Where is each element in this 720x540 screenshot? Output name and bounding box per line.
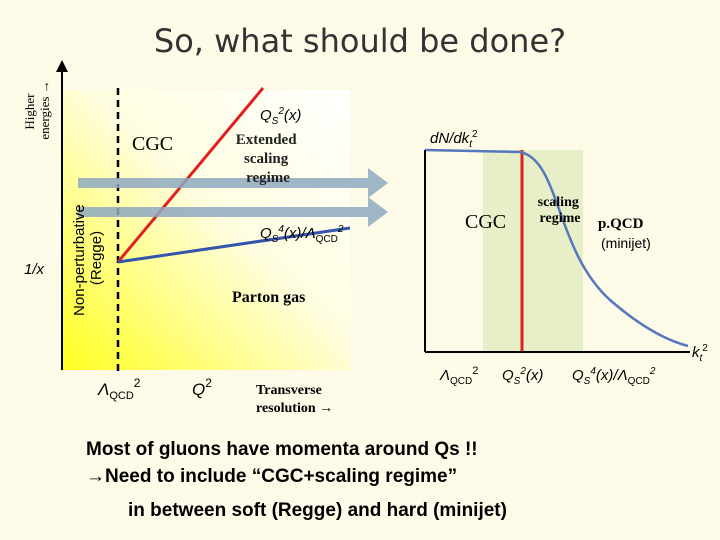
sub: S [584, 376, 591, 387]
part: k [692, 344, 701, 361]
q2-label: Q2 [192, 376, 212, 399]
sub: t [469, 139, 473, 150]
qs4-label: QS4(x)/ΛQCD2 [260, 224, 344, 245]
sup: 2 [205, 376, 212, 390]
sup: 2 [337, 224, 344, 235]
energy-label: Higher energies → [22, 80, 52, 139]
sup: 2 [472, 129, 478, 140]
x-label: kt2 [692, 343, 708, 364]
label-line: regime [540, 211, 581, 226]
part: Q [502, 367, 514, 384]
qs2-label: QS2(x) [502, 366, 543, 387]
sup: 2 [702, 343, 708, 354]
big-arrow [78, 197, 388, 227]
scaling-label: scaling regime [538, 195, 583, 226]
qs4-label: QS4(x)/ΛQCD2 [572, 366, 656, 387]
cgc-label: CGC [132, 133, 173, 155]
label-line: scaling [244, 151, 289, 167]
scaling-band [483, 150, 583, 352]
label-line: regime [246, 170, 290, 186]
sub: QCD [109, 390, 134, 402]
part: (x) [284, 107, 302, 124]
part: Λ [439, 367, 450, 384]
qs2-label: QS2(x) [260, 106, 301, 127]
y-label: dN/dkt2 [430, 129, 478, 150]
part: Q [192, 380, 205, 399]
label-line: Non-perturbative [71, 204, 88, 316]
inv-x-label: 1/x [24, 261, 45, 278]
note-line: in between soft (Regge) and hard (minije… [128, 500, 507, 521]
part: dN/dk [430, 130, 471, 147]
parton-gas-label: Parton gas [232, 289, 305, 306]
sup: 4 [590, 366, 596, 377]
sub: S [272, 116, 279, 127]
lambda-label: ΛQCD2 [97, 376, 141, 402]
spectrum-curve [424, 148, 689, 348]
part: (x)/Λ [284, 225, 316, 242]
sub: S [514, 376, 521, 387]
label-line: Transverse [256, 383, 322, 398]
sub: QCD [628, 376, 650, 387]
part: (x)/Λ [596, 367, 628, 384]
pqcd-label: p.QCD [598, 216, 644, 232]
phase-area [62, 90, 350, 370]
label-line: Higher [22, 93, 37, 130]
sub: QCD [316, 234, 338, 245]
label-line: Extended [236, 132, 298, 148]
label-line: (Regge) [88, 231, 105, 285]
part: Q [572, 367, 584, 384]
extended-label: Extended scaling regime [236, 132, 301, 186]
saturation-line [116, 87, 265, 263]
big-arrow [78, 168, 388, 198]
sub: QCD [450, 376, 472, 387]
sup: 2 [134, 376, 141, 390]
sub: S [272, 234, 279, 245]
cgc-label: CGC [465, 211, 506, 233]
part: Λ [97, 380, 109, 399]
sup: 4 [278, 224, 284, 235]
label-line: resolution → [256, 401, 333, 416]
part: Q [260, 107, 272, 124]
label-line: energies → [37, 80, 52, 139]
transverse-label: Transverse resolution → [256, 383, 333, 416]
part: (x) [526, 367, 544, 384]
axis-arrowhead [56, 60, 68, 72]
lambda-label: ΛQCD2 [439, 365, 478, 387]
sup: 2 [519, 366, 526, 377]
note-line: Most of gluons have momenta around Qs !! [86, 439, 478, 460]
sup: 2 [277, 106, 284, 117]
scaling-line [117, 226, 351, 264]
label-line: scaling [538, 195, 579, 210]
sub: t [700, 353, 704, 364]
minijet-label: (minijet) [601, 235, 651, 251]
sup: 2 [472, 365, 478, 377]
part: Q [260, 225, 272, 242]
sup: 2 [649, 366, 656, 377]
title: So, what should be done? [154, 22, 566, 60]
regge-label: Non-perturbative (Regge) [71, 200, 105, 316]
note-line: →Need to include “CGC+scaling regime” [86, 466, 457, 487]
